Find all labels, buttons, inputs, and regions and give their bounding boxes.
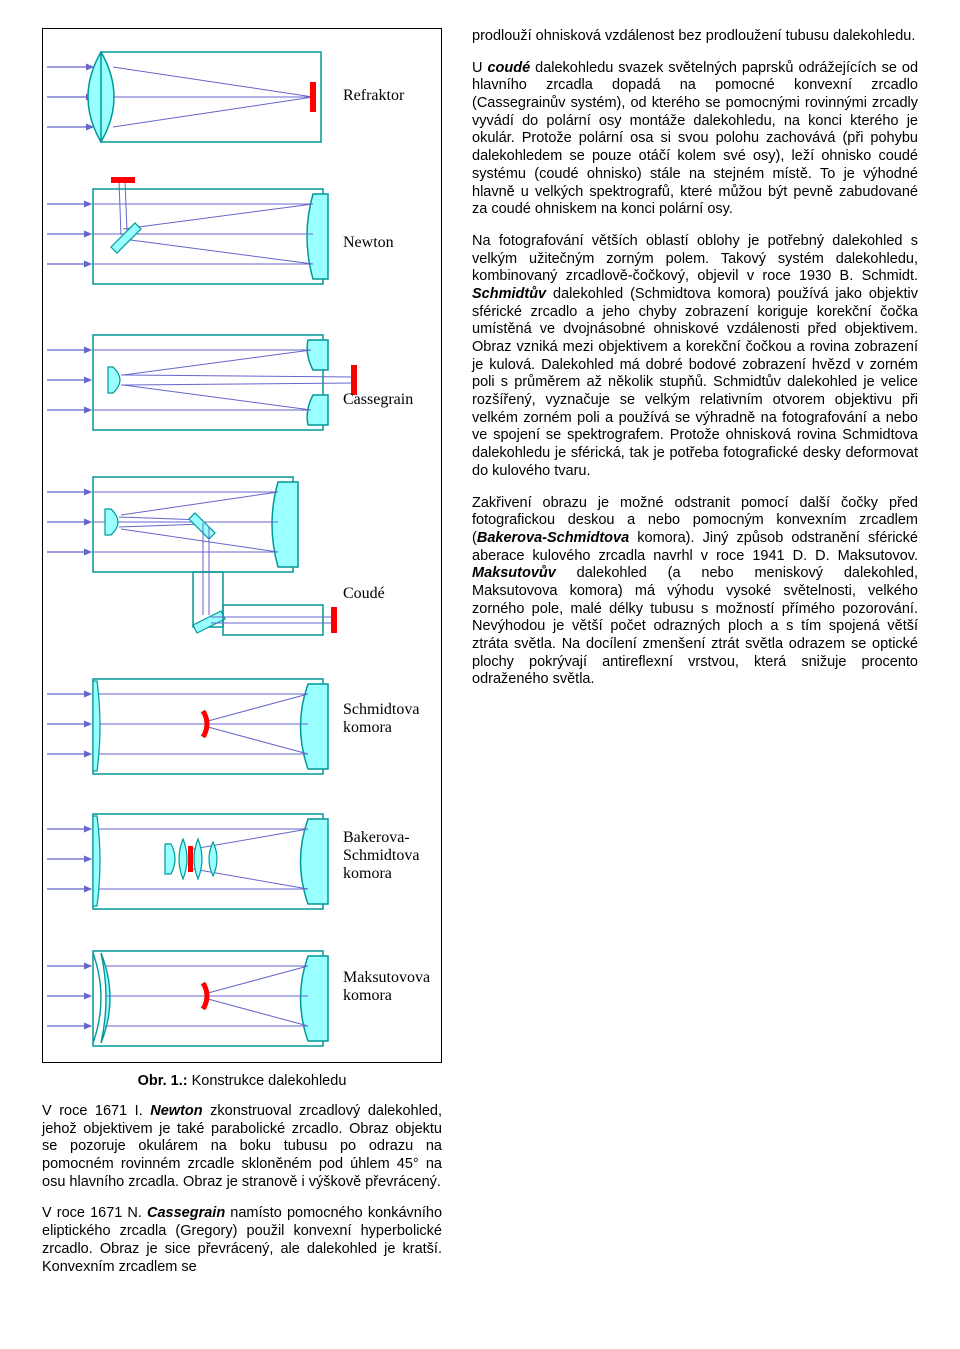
text: V roce 1671 I.: [42, 1103, 150, 1119]
label-coude: Coudé: [343, 585, 385, 603]
left-para-1: V roce 1671 I. Newton zkonstruoval zrcad…: [42, 1103, 442, 1191]
page: Refraktor Newton Cassegrain Coudé Schmid…: [42, 28, 918, 1276]
label-refraktor: Refraktor: [343, 87, 404, 105]
term-newton: Newton: [150, 1103, 202, 1119]
figure-caption: Obr. 1.: Konstrukce dalekohledu: [42, 1073, 442, 1089]
right-column: prodlouží ohnisková vzdálenost bez prodl…: [472, 28, 918, 1276]
label-newton: Newton: [343, 234, 394, 252]
left-column: Refraktor Newton Cassegrain Coudé Schmid…: [42, 28, 442, 1276]
right-para-1: prodlouží ohnisková vzdálenost bez prodl…: [472, 28, 918, 46]
label-cassegrain: Cassegrain: [343, 391, 413, 409]
text: V roce 1671 N.: [42, 1205, 147, 1221]
label-maksutov: Maksutovova komora: [343, 969, 430, 1005]
right-para-3: Na fotografování větších oblastí oblohy …: [472, 233, 918, 481]
left-para-2: V roce 1671 N. Cassegrain namísto pomocn…: [42, 1205, 442, 1276]
telescope-figure: Refraktor Newton Cassegrain Coudé Schmid…: [42, 28, 442, 1063]
figure-svg: [43, 29, 441, 1062]
right-para-2: U coudé dalekohledu svazek světelných pa…: [472, 60, 918, 219]
caption-bold: Obr. 1.:: [138, 1073, 188, 1089]
caption-text: Konstrukce dalekohledu: [188, 1073, 347, 1089]
right-para-4: Zakřivení obrazu je možné odstranit pomo…: [472, 495, 918, 690]
term-cassegrain: Cassegrain: [147, 1205, 225, 1221]
label-schmidt: Schmidtova komora: [343, 701, 419, 737]
label-baker: Bakerova- Schmidtova komora: [343, 829, 419, 883]
